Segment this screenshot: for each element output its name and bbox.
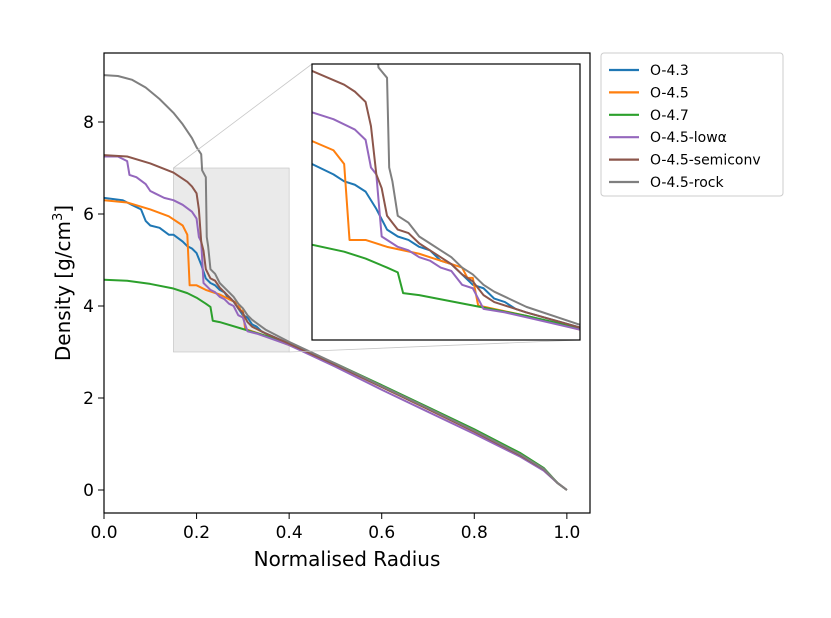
y-tick-label: 6 <box>83 205 94 225</box>
x-tick-label: 0.6 <box>368 523 395 543</box>
legend-label-o-4-5: O-4.5 <box>650 85 689 101</box>
legend-frame <box>600 52 784 197</box>
inset-series-line-o-4-5-low- <box>312 111 580 331</box>
x-tick-label: 1.0 <box>553 523 580 543</box>
x-tick-label: 0.8 <box>461 523 488 543</box>
inset-connector-lines <box>173 63 581 353</box>
y-tick-label: 0 <box>83 481 94 501</box>
legend-label-o-4-7: O-4.7 <box>650 108 689 124</box>
main-plot-area: 0.0 0.2 0.4 0.6 0.8 1.0 0 2 4 6 8 <box>83 52 591 543</box>
inset-series-line-o-4-5-rock <box>377 64 580 326</box>
series-line-o-4-5-low- <box>104 155 568 491</box>
connector-line-top <box>173 63 313 169</box>
series-line-o-4-7 <box>104 278 568 491</box>
series-line-o-4-5-rock <box>104 74 568 491</box>
x-tick-label: 0.4 <box>276 523 303 543</box>
inset-plot <box>311 63 581 341</box>
main-axes-frame <box>103 52 591 514</box>
y-tick-label: 8 <box>83 113 94 133</box>
x-axis-label: Normalised Radius <box>254 547 441 571</box>
y-axis-label: Density [g/cm3] <box>51 205 75 361</box>
legend: O-4.3 O-4.5 O-4.7 O-4.5-lowα O-4.5-semiconv O… <box>600 52 784 197</box>
inset-series-line-o-4-7 <box>312 243 580 330</box>
y-tick-label: 2 <box>83 389 94 409</box>
x-tick-label: 0.2 <box>183 523 210 543</box>
y-tick-label: 4 <box>83 297 94 317</box>
legend-label-o-4-3: O-4.3 <box>650 63 689 79</box>
legend-label-o-4-5-rock: O-4.5-rock <box>650 175 724 191</box>
zoom-region-highlight <box>173 167 290 353</box>
inset-frame <box>311 63 581 341</box>
connector-line-bottom <box>289 339 581 353</box>
legend-label-o-4-5-semiconv: O-4.5-semiconv <box>650 153 761 169</box>
legend-label-o-4-5-low-: O-4.5-lowα <box>650 130 727 146</box>
inset-series-line-o-4-5-semiconv <box>312 69 580 329</box>
x-tick-label: 0.0 <box>90 523 117 543</box>
